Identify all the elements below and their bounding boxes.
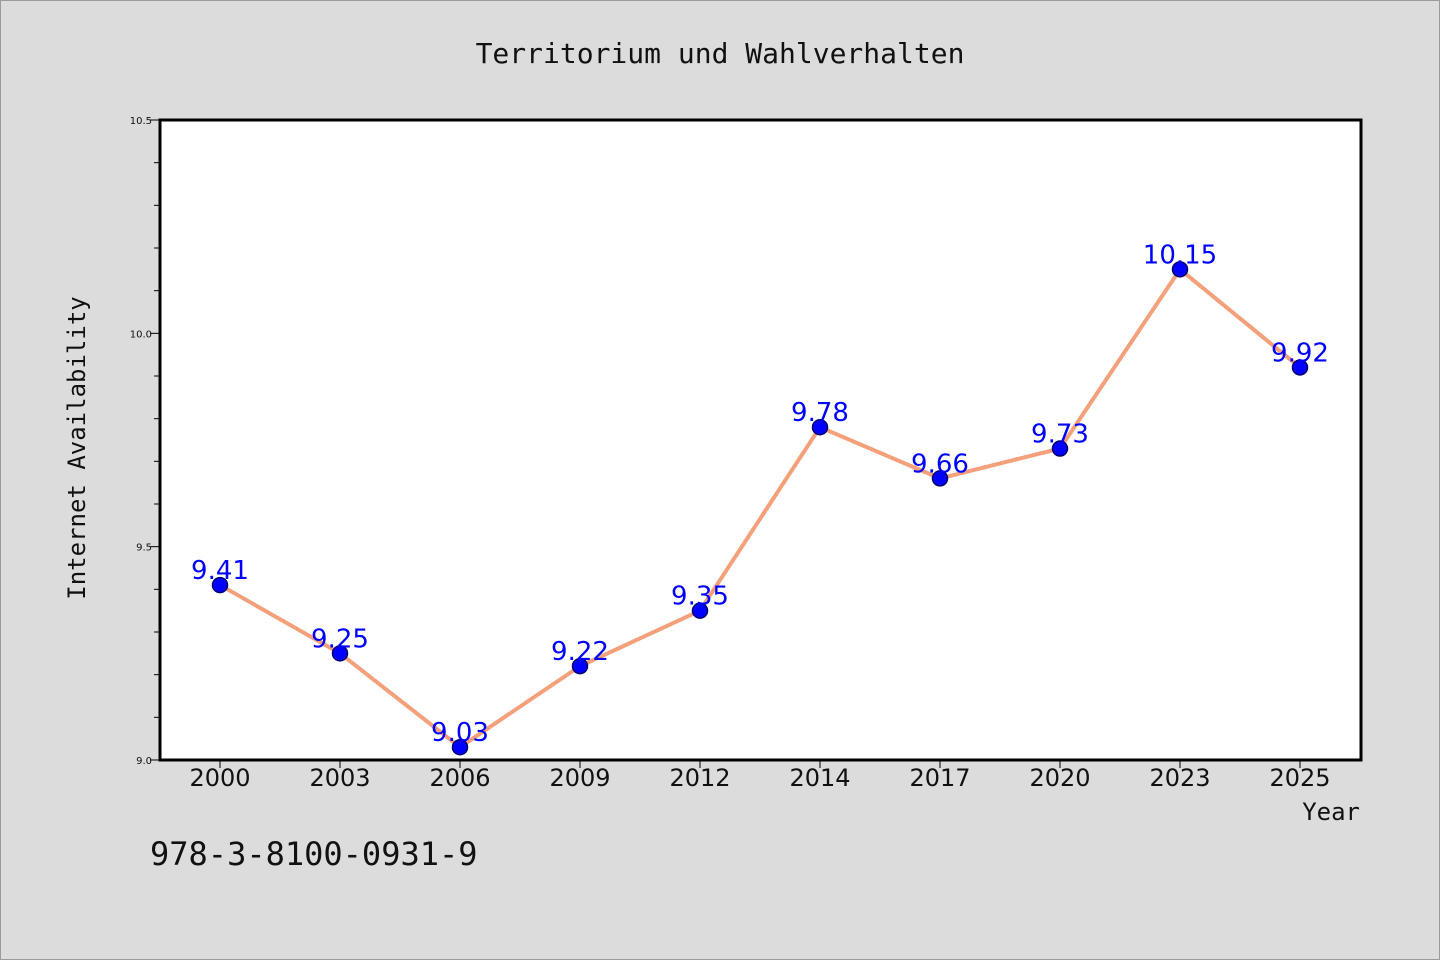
data-point: [1171, 261, 1189, 278]
y-axis-label: Internet Availability: [63, 296, 91, 599]
x-axis-label: Year: [1302, 798, 1360, 826]
x-tick-label: 2017: [909, 764, 970, 792]
data-point: [691, 602, 709, 619]
data-point: [811, 418, 829, 436]
x-tick-label: 2009: [549, 764, 610, 792]
y-tick-label: 9.0: [136, 756, 152, 767]
data-point: [1051, 440, 1069, 457]
x-axis: 2000 2003 2006 2009 2012 2014 2017 2020 2023 2025: [189, 760, 1331, 792]
footer-code: 978-3-8100-0931-9: [150, 835, 478, 873]
x-tick-label: 2003: [309, 764, 370, 792]
series-layer: [211, 261, 1309, 756]
data-point: [331, 645, 349, 662]
data-label-layer: 9.41 9.25 9.03 9.22 9.35 9.78 9.66 9.73 10.15 9.9…: [191, 240, 1329, 748]
x-tick-label: 2023: [1149, 764, 1210, 792]
data-label: 9.41: [191, 556, 249, 586]
data-label: 9.35: [671, 582, 729, 612]
y-axis: 9.0 9.5 10.0 10.5: [130, 116, 160, 767]
x-tick-label: 2006: [429, 764, 490, 792]
x-tick-label: 2025: [1269, 764, 1330, 792]
data-label: 9.73: [1031, 420, 1089, 450]
data-point: [1291, 359, 1309, 376]
chart-title: Territorium und Wahlverhalten: [476, 37, 965, 70]
series-line: [219, 267, 1302, 750]
y-tick-label: 10.0: [130, 329, 152, 340]
data-label: 9.66: [911, 449, 969, 479]
data-point: [571, 657, 589, 675]
data-label: 9.92: [1271, 338, 1329, 368]
data-point: [451, 738, 469, 756]
data-label: 10.15: [1143, 240, 1217, 270]
data-point: [211, 576, 229, 594]
x-tick-label: 2012: [669, 764, 730, 792]
y-tick-label: 10.5: [130, 116, 152, 127]
data-point: [931, 470, 949, 487]
x-tick-label: 2020: [1029, 764, 1090, 792]
x-tick-label: 2014: [789, 764, 850, 792]
x-tick-label: 2000: [189, 764, 250, 792]
plot-area: [158, 118, 1363, 762]
data-label: 9.78: [791, 398, 849, 428]
data-label: 9.25: [311, 624, 369, 654]
data-label: 9.22: [551, 637, 609, 667]
data-label: 9.03: [431, 718, 489, 748]
y-tick-label: 9.5: [136, 543, 152, 554]
